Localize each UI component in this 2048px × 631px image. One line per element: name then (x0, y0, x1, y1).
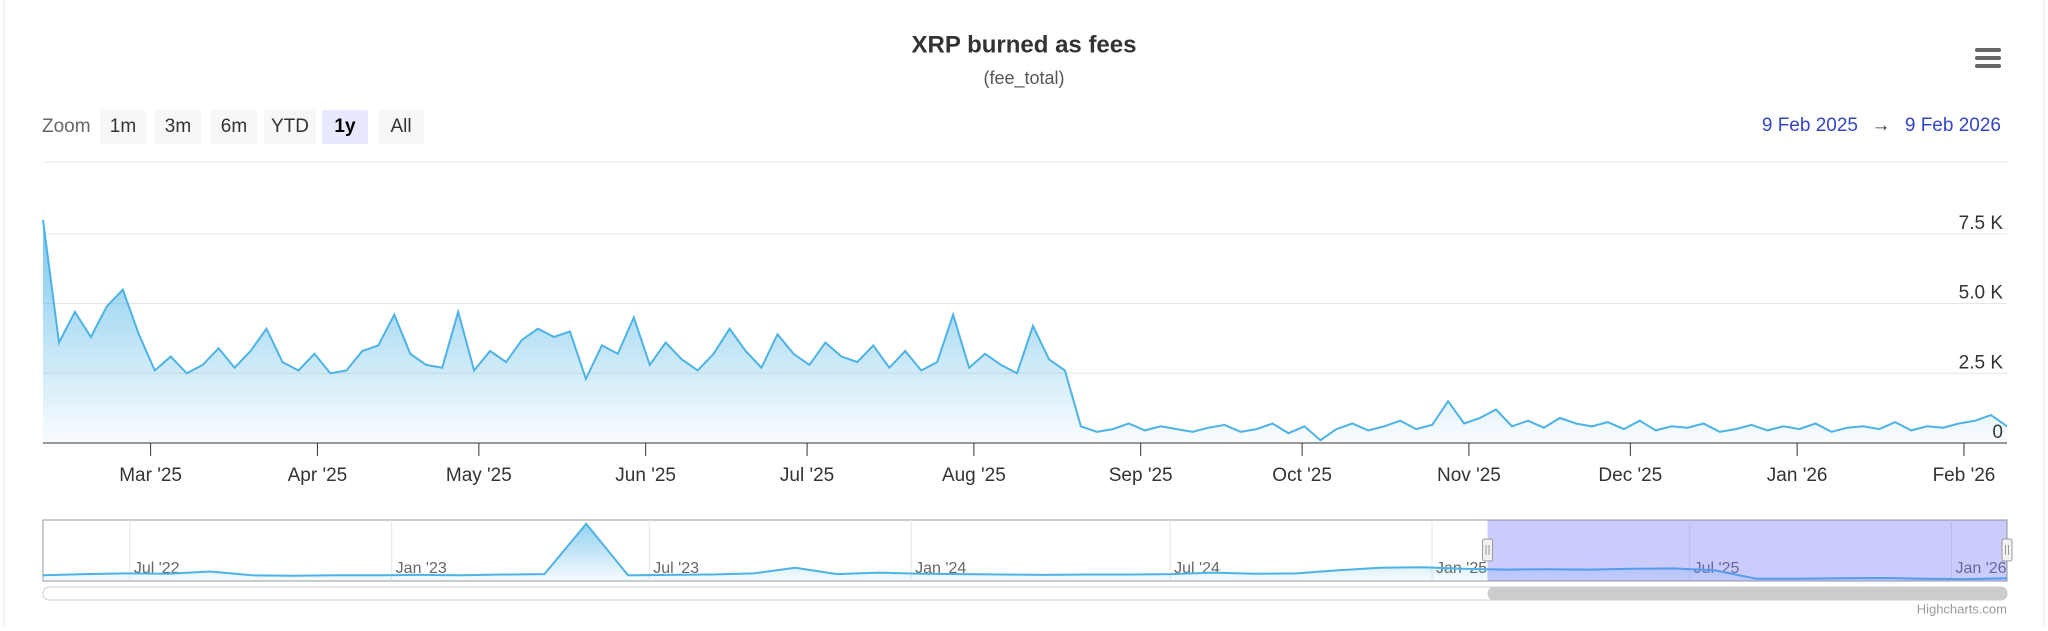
zoom-button[interactable] (378, 110, 424, 144)
zoom-button[interactable] (322, 110, 368, 144)
range-to[interactable]: 9 Feb 2026 (1905, 115, 2001, 136)
menu-bar (1975, 48, 2001, 52)
x-tick-label: Aug '25 (942, 465, 1006, 486)
scrollbar-thumb[interactable] (1487, 587, 2007, 600)
range-from[interactable]: 9 Feb 2025 (1762, 115, 1858, 136)
x-tick-label: May '25 (446, 465, 512, 486)
zoom-button[interactable] (211, 110, 257, 144)
chart-subtitle: (fee_total) (983, 68, 1064, 89)
x-tick-label: Feb '26 (1933, 465, 1996, 486)
navigator-tick-label: Jan '26 (1955, 560, 2006, 577)
credits[interactable]: Highcharts.com (1917, 601, 2007, 616)
series-area-fill (43, 219, 2007, 443)
zoom-button-label[interactable]: 1y (334, 116, 356, 137)
navigator-area-line (42, 522, 2008, 581)
x-tick-label: Oct '25 (1272, 465, 1332, 486)
menu-bar (1975, 64, 2001, 68)
y-tick-label: 7.5 K (1959, 213, 2004, 234)
x-tick-label: Dec '25 (1598, 465, 1662, 486)
navigator-handle[interactable] (2001, 538, 2013, 562)
zoom-label: Zoom (42, 116, 91, 137)
navigator-handle[interactable] (1482, 538, 1494, 562)
zoom-button-label[interactable]: 3m (165, 116, 191, 137)
menu-button[interactable] (1972, 42, 2004, 72)
range-arrow: → (1872, 115, 1891, 136)
x-tick-label: Nov '25 (1437, 465, 1501, 486)
x-tick-label: Jul '25 (780, 465, 834, 486)
zoom-button-label[interactable]: All (390, 116, 411, 137)
zoom-button-label[interactable]: 6m (221, 116, 247, 137)
zoom-button[interactable] (100, 110, 146, 144)
chart-title: XRP burned as fees (912, 31, 1137, 58)
x-tick-label: Sep '25 (1109, 465, 1173, 486)
y-tick-label: 2.5 K (1959, 352, 2004, 373)
x-tick-label: Apr '25 (288, 465, 348, 486)
x-tick-label: Jun '25 (615, 465, 676, 486)
zoom-button[interactable] (155, 110, 201, 144)
navigator-tick-label: Jul '23 (653, 560, 699, 577)
series-area-line (42, 219, 2008, 442)
x-tick-label: Jan '26 (1767, 465, 1828, 486)
zoom-button-label[interactable]: YTD (271, 116, 309, 137)
navigator-tick-label: Jan '23 (396, 560, 447, 577)
x-tick-label: Mar '25 (119, 465, 182, 486)
y-tick-label: 5.0 K (1959, 283, 2004, 304)
navigator-area-fill (43, 523, 2007, 581)
navigator-selection[interactable] (1487, 520, 2007, 581)
zoom-button-label[interactable]: 1m (110, 116, 136, 137)
menu-bar (1975, 56, 2001, 60)
zoom-button[interactable] (264, 110, 316, 144)
